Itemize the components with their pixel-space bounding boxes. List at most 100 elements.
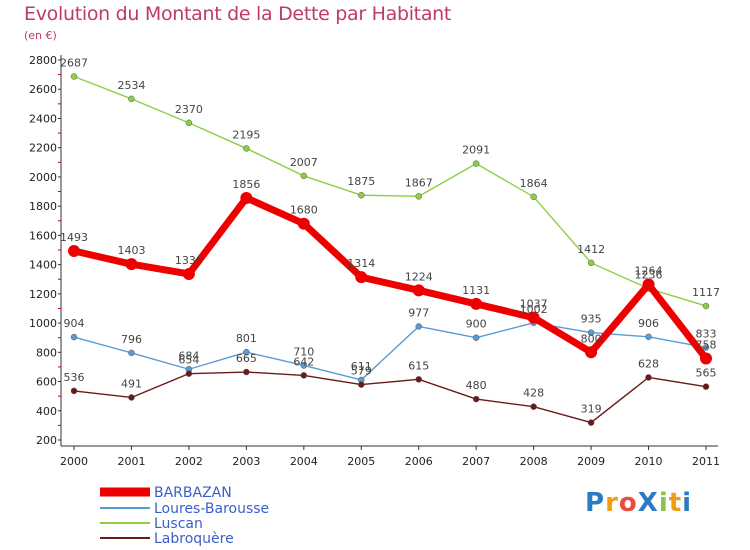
data-point xyxy=(70,387,78,395)
axes: 200 400 600 800 1000 1200 1400 1600 1800 2000 2200… xyxy=(29,54,720,468)
data-label: 684 xyxy=(178,349,199,362)
data-point xyxy=(585,346,598,359)
series-line-luscan xyxy=(73,75,707,307)
data-point xyxy=(472,334,480,341)
data-point xyxy=(358,381,365,388)
data-label: 642 xyxy=(293,355,314,368)
data-point xyxy=(530,193,537,201)
y-tick-label: 1600 xyxy=(29,229,57,242)
data-point xyxy=(645,374,652,381)
data-label: 2687 xyxy=(60,57,88,70)
logo-letter: r xyxy=(605,488,619,518)
series-layer xyxy=(68,73,712,426)
logo-letter: P xyxy=(585,488,606,518)
data-label: 1412 xyxy=(577,243,605,256)
data-label: 1680 xyxy=(290,204,318,217)
data-label: 1314 xyxy=(347,257,375,270)
x-tick-label: 2001 xyxy=(117,455,145,468)
data-point xyxy=(527,311,540,324)
y-tick-label: 600 xyxy=(36,376,57,389)
data-point xyxy=(702,383,710,390)
data-label: 428 xyxy=(523,387,544,400)
x-tick-label: 2011 xyxy=(692,455,720,468)
data-point xyxy=(128,349,135,357)
proxiti-logo: ProXiti xyxy=(585,488,692,518)
data-label: 1856 xyxy=(232,178,260,191)
series-line-labroqu-re xyxy=(73,371,707,424)
data-point xyxy=(415,193,422,200)
legend-label: Luscan xyxy=(154,516,203,532)
data-label: 1131 xyxy=(462,284,490,297)
y-tick-label: 2400 xyxy=(29,112,57,125)
data-point xyxy=(700,352,712,365)
data-label: 977 xyxy=(408,306,429,319)
data-point xyxy=(470,297,483,310)
data-label: 536 xyxy=(64,371,85,384)
x-tick-label: 2006 xyxy=(405,455,433,468)
x-tick-label: 2005 xyxy=(347,455,375,468)
data-point xyxy=(587,419,595,426)
y-tick-label: 1400 xyxy=(29,259,57,272)
data-point xyxy=(128,394,135,401)
data-label: 935 xyxy=(581,313,602,326)
data-point xyxy=(472,160,480,167)
data-point xyxy=(243,145,250,152)
data-label: 628 xyxy=(638,357,659,370)
data-label: 565 xyxy=(696,367,717,380)
x-tick-label: 2008 xyxy=(520,455,548,468)
x-tick-label: 2007 xyxy=(462,455,490,468)
data-label: 1002 xyxy=(520,303,548,316)
data-point xyxy=(68,245,80,258)
data-point xyxy=(125,258,138,271)
data-point xyxy=(642,278,655,291)
x-tick-label: 2002 xyxy=(175,455,203,468)
data-label: 801 xyxy=(236,332,257,345)
data-label: 904 xyxy=(64,317,85,330)
data-point xyxy=(300,172,308,180)
data-label: 2370 xyxy=(175,103,203,116)
x-tick-label: 2003 xyxy=(232,455,260,468)
data-label: 796 xyxy=(121,333,142,346)
legend-label: BARBAZAN xyxy=(154,485,232,501)
data-label: 1037 xyxy=(520,298,548,311)
data-point xyxy=(70,333,78,341)
data-label: 800 xyxy=(581,332,602,345)
data-point xyxy=(358,191,365,199)
data-label: 1236 xyxy=(635,269,663,282)
data-label: 319 xyxy=(581,403,602,416)
data-label: 654 xyxy=(178,354,199,367)
data-point xyxy=(530,403,537,410)
y-tick-label: 2800 xyxy=(29,54,57,67)
data-point xyxy=(472,395,480,403)
y-tick-label: 800 xyxy=(36,346,57,359)
legend-label: Loures-Barousse xyxy=(154,501,269,517)
x-tick-label: 2009 xyxy=(577,455,605,468)
data-label: 1224 xyxy=(405,270,433,283)
data-label: 1493 xyxy=(60,231,88,244)
data-point xyxy=(415,323,422,330)
data-label: 710 xyxy=(293,345,314,358)
y-tick-label: 2600 xyxy=(29,83,57,96)
data-label: 665 xyxy=(236,352,257,365)
data-point xyxy=(182,267,195,280)
data-point xyxy=(297,217,310,230)
data-point xyxy=(300,362,308,369)
data-point xyxy=(243,368,250,376)
data-point xyxy=(185,119,193,127)
chart-subtitle: (en €) xyxy=(24,29,57,42)
series-line-barbazan xyxy=(73,194,709,361)
logo-letter: t xyxy=(668,488,683,518)
data-point xyxy=(355,271,368,284)
data-label: 491 xyxy=(121,377,142,390)
data-label: 480 xyxy=(466,379,487,392)
y-tick-label: 2200 xyxy=(29,142,57,155)
data-label: 1864 xyxy=(520,177,548,190)
data-point xyxy=(587,259,595,267)
data-label: 1867 xyxy=(405,176,433,189)
data-label: 833 xyxy=(696,327,717,340)
data-point xyxy=(300,372,308,379)
data-point xyxy=(702,302,710,310)
data-label: 2534 xyxy=(117,79,145,92)
